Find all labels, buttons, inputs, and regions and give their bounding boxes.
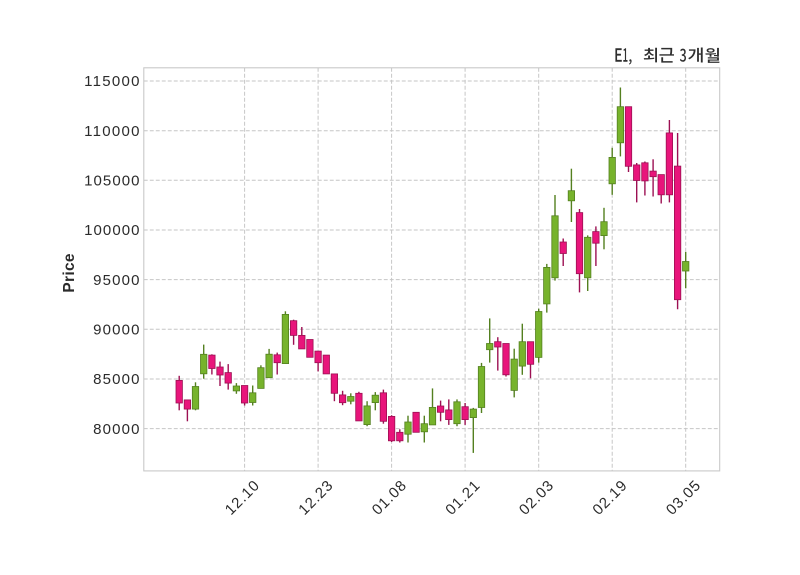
- svg-text:105000: 105000: [84, 173, 139, 190]
- svg-text:85000: 85000: [93, 371, 139, 388]
- svg-text:Price: Price: [61, 253, 78, 292]
- svg-text:95000: 95000: [93, 272, 139, 289]
- svg-text:80000: 80000: [93, 421, 139, 438]
- svg-text:110000: 110000: [84, 123, 139, 140]
- svg-text:115000: 115000: [84, 73, 139, 90]
- svg-text:100000: 100000: [84, 222, 139, 239]
- svg-text:90000: 90000: [93, 322, 139, 339]
